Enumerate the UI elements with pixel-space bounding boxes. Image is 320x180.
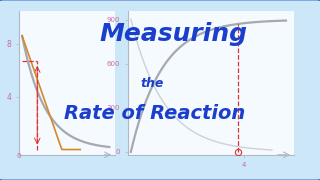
Text: Measuring: Measuring: [99, 22, 247, 46]
Text: Rate of Reaction: Rate of Reaction: [64, 104, 245, 123]
Text: the: the: [141, 77, 164, 90]
Text: 0: 0: [16, 154, 20, 159]
